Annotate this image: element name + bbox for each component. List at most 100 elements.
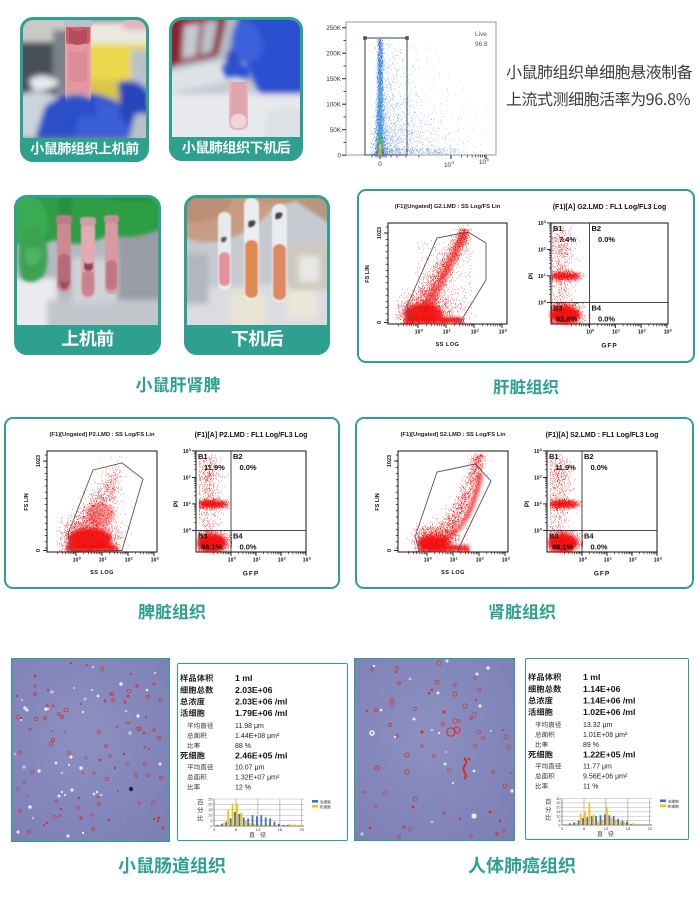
svg-text:10: 10 bbox=[424, 558, 430, 564]
svg-text:PI: PI bbox=[173, 501, 180, 507]
svg-text:FS LIN: FS LIN bbox=[365, 265, 371, 282]
svg-text:0: 0 bbox=[540, 527, 542, 531]
svg-text:1: 1 bbox=[259, 556, 261, 560]
svg-text:0: 0 bbox=[210, 824, 212, 828]
svg-text:10: 10 bbox=[471, 330, 477, 336]
svg-text:1.32E+07 μm²: 1.32E+07 μm² bbox=[235, 775, 280, 782]
svg-text:2.03E+06 /ml: 2.03E+06 /ml bbox=[235, 697, 287, 707]
svg-text:15: 15 bbox=[556, 810, 560, 814]
svg-text:3: 3 bbox=[189, 448, 191, 452]
svg-text:0: 0 bbox=[544, 299, 546, 303]
svg-text:18: 18 bbox=[626, 827, 630, 831]
svg-text:3: 3 bbox=[540, 448, 542, 452]
svg-text:4: 4 bbox=[451, 160, 454, 165]
svg-text:B3: B3 bbox=[549, 532, 559, 541]
svg-text:0.0%: 0.0% bbox=[598, 235, 615, 244]
svg-text:23: 23 bbox=[300, 828, 304, 832]
svg-text:10: 10 bbox=[476, 558, 482, 564]
svg-text:PI: PI bbox=[524, 501, 531, 507]
svg-text:B4: B4 bbox=[592, 304, 602, 313]
svg-text:5: 5 bbox=[486, 157, 489, 162]
svg-text:5: 5 bbox=[210, 819, 212, 823]
svg-text:1 ml: 1 ml bbox=[583, 672, 600, 682]
svg-text:2: 2 bbox=[635, 556, 637, 560]
svg-text:5: 5 bbox=[558, 819, 560, 823]
svg-text:10: 10 bbox=[612, 330, 618, 336]
svg-text:9.56E+06 μm²: 9.56E+06 μm² bbox=[583, 774, 628, 781]
svg-text:10: 10 bbox=[228, 558, 234, 564]
svg-text:B2: B2 bbox=[592, 224, 602, 233]
svg-text:10: 10 bbox=[638, 330, 644, 336]
svg-text:2: 2 bbox=[544, 246, 546, 250]
svg-text:2: 2 bbox=[284, 556, 286, 560]
svg-text:8: 8 bbox=[235, 828, 237, 832]
svg-text:1: 1 bbox=[105, 556, 107, 560]
svg-text:SS LOG: SS LOG bbox=[90, 570, 114, 576]
svg-text:10: 10 bbox=[151, 558, 157, 564]
svg-text:2: 2 bbox=[540, 474, 542, 478]
svg-text:13.32 μm: 13.32 μm bbox=[583, 722, 612, 729]
svg-text:92.6%: 92.6% bbox=[556, 315, 578, 324]
svg-text:1023: 1023 bbox=[36, 455, 42, 467]
svg-text:3: 3 bbox=[670, 328, 672, 332]
svg-text:20: 20 bbox=[556, 806, 560, 810]
svg-text:Live: Live bbox=[475, 31, 487, 38]
svg-text:10: 10 bbox=[183, 476, 189, 482]
svg-text:10.07 μm: 10.07 μm bbox=[235, 765, 264, 772]
svg-text:(F1)[Ungated] G2.LMD : SS Log/: (F1)[Ungated] G2.LMD : SS Log/FS Lin bbox=[395, 204, 501, 210]
svg-text:10: 10 bbox=[604, 558, 610, 564]
svg-text:10: 10 bbox=[125, 558, 131, 564]
svg-text:1.14E+06: 1.14E+06 bbox=[583, 684, 621, 694]
svg-text:0.0%: 0.0% bbox=[591, 463, 608, 472]
svg-text:3: 3 bbox=[660, 556, 662, 560]
svg-text:88.1%: 88.1% bbox=[201, 543, 223, 552]
svg-text:23: 23 bbox=[648, 827, 652, 831]
svg-text:3: 3 bbox=[508, 556, 510, 560]
svg-text:89 %: 89 % bbox=[583, 742, 599, 749]
svg-text:12 %: 12 % bbox=[235, 785, 251, 792]
svg-text:1: 1 bbox=[544, 273, 546, 277]
svg-text:3: 3 bbox=[157, 556, 159, 560]
svg-text:25: 25 bbox=[208, 797, 212, 801]
svg-text:1023: 1023 bbox=[387, 455, 393, 467]
svg-text:(F1)[Ungated] P2.LMD : SS Log/: (F1)[Ungated] P2.LMD : SS Log/FS Lin bbox=[50, 432, 155, 438]
svg-text:10: 10 bbox=[479, 159, 487, 166]
svg-text:3: 3 bbox=[213, 828, 215, 832]
svg-text:B2: B2 bbox=[584, 452, 594, 461]
svg-text:0: 0 bbox=[337, 152, 341, 159]
svg-text:FS LIN: FS LIN bbox=[24, 493, 30, 510]
svg-text:2.03E+06: 2.03E+06 bbox=[235, 685, 273, 695]
svg-text:0: 0 bbox=[421, 328, 423, 332]
svg-text:1 ml: 1 ml bbox=[235, 673, 252, 683]
svg-text:1.79E+06 /ml: 1.79E+06 /ml bbox=[235, 708, 287, 718]
svg-text:PI: PI bbox=[528, 273, 535, 279]
svg-text:10: 10 bbox=[534, 449, 540, 455]
svg-text:1.44E+08 μm²: 1.44E+08 μm² bbox=[235, 733, 280, 740]
svg-text:7.4%: 7.4% bbox=[559, 235, 576, 244]
svg-text:0: 0 bbox=[79, 556, 81, 560]
svg-text:B3: B3 bbox=[553, 304, 563, 313]
svg-text:0.0%: 0.0% bbox=[591, 543, 608, 552]
svg-text:B2: B2 bbox=[233, 452, 243, 461]
svg-text:10: 10 bbox=[415, 330, 421, 336]
svg-text:B4: B4 bbox=[584, 532, 594, 541]
svg-text:10: 10 bbox=[629, 558, 635, 564]
svg-text:GFP: GFP bbox=[601, 343, 617, 350]
svg-text:10: 10 bbox=[556, 815, 560, 819]
svg-text:10: 10 bbox=[538, 301, 544, 307]
svg-text:1.02E+06 /ml: 1.02E+06 /ml bbox=[583, 707, 635, 717]
svg-text:15: 15 bbox=[208, 808, 212, 812]
svg-text:10: 10 bbox=[450, 558, 456, 564]
svg-text:2: 2 bbox=[482, 556, 484, 560]
svg-text:2.46E+05 /ml: 2.46E+05 /ml bbox=[235, 751, 287, 761]
svg-text:2: 2 bbox=[189, 474, 191, 478]
svg-text:(F1)[A] S2.LMD : FL1 Log/FL3 L: (F1)[A] S2.LMD : FL1 Log/FL3 Log bbox=[546, 432, 659, 439]
svg-text:(F1)[Ungated] S2.LMD : SS Log/: (F1)[Ungated] S2.LMD : SS Log/FS Lin bbox=[401, 432, 506, 438]
svg-text:SS LOG: SS LOG bbox=[436, 342, 460, 348]
svg-text:GFP: GFP bbox=[594, 571, 610, 578]
svg-text:1: 1 bbox=[618, 328, 620, 332]
svg-text:18: 18 bbox=[278, 828, 282, 832]
svg-text:10: 10 bbox=[208, 814, 212, 818]
svg-text:10: 10 bbox=[183, 502, 189, 508]
svg-text:10: 10 bbox=[278, 558, 284, 564]
